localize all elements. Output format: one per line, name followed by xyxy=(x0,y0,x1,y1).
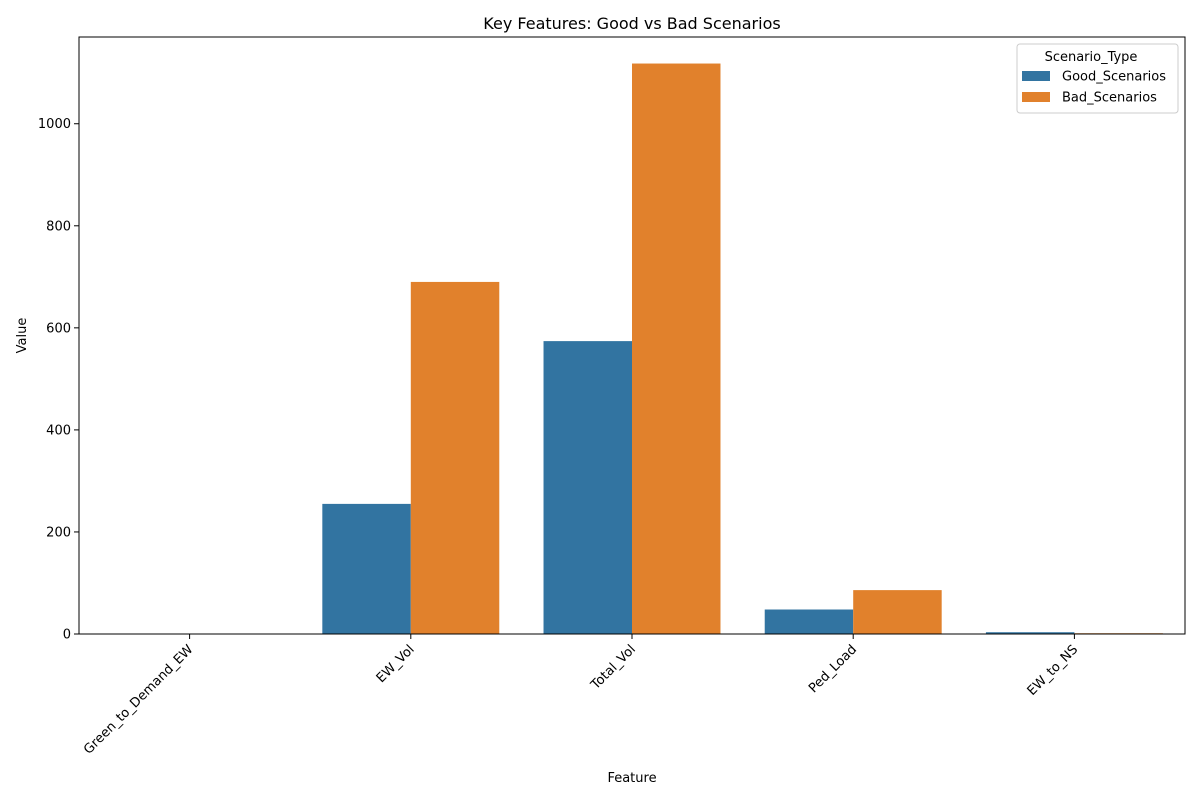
bar-bad-scenarios-ew-vol xyxy=(410,281,500,634)
bar-good-scenarios-ew-vol xyxy=(322,503,411,634)
bar-good-scenarios-total-vol xyxy=(543,341,632,634)
bar-good-scenarios-ew-to-ns xyxy=(985,632,1075,634)
chart-title: Key Features: Good vs Bad Scenarios xyxy=(483,14,780,33)
x-tick-label: Ped_Load xyxy=(806,642,860,696)
legend-label: Good_Scenarios xyxy=(1062,70,1166,85)
y-axis-label: Value xyxy=(15,318,30,354)
x-axis: Green_to_Demand_EW EW_Vol Total_Vol Ped_Loa… xyxy=(81,634,1081,758)
bar-good-scenarios-ped-load xyxy=(764,609,854,634)
x-tick-label: EW_Vol xyxy=(374,642,418,686)
bar-bad-scenarios-total-vol xyxy=(632,63,721,635)
legend-label: Bad_Scenarios xyxy=(1062,91,1157,106)
x-axis-label: Feature xyxy=(607,771,656,786)
legend-swatch xyxy=(1022,71,1050,81)
x-tick-label: Green_to_Demand_EW xyxy=(81,642,196,757)
y-tick-label: 400 xyxy=(46,423,71,438)
legend: Scenario_Type Good_Scenarios Bad_Scenario… xyxy=(1016,43,1179,114)
bar-bad-scenarios-ped-load xyxy=(853,590,942,634)
y-tick-label: 800 xyxy=(46,219,71,234)
bars-layer xyxy=(101,63,1163,635)
x-tick-label: Total_Vol xyxy=(588,642,639,693)
y-tick-label: 200 xyxy=(46,525,71,540)
legend-box xyxy=(1016,43,1179,114)
y-tick-label: 600 xyxy=(46,321,71,336)
y-tick-label: 0 xyxy=(63,628,71,643)
x-tick-label: EW_to_NS xyxy=(1025,642,1082,699)
legend-swatch xyxy=(1022,92,1050,102)
legend-title: Scenario_Type xyxy=(1045,50,1138,65)
legend-items: Good_Scenarios Bad_Scenarios xyxy=(1022,70,1166,106)
y-axis: 0 200 400 600 800 1000 xyxy=(38,117,79,643)
y-tick-label: 1000 xyxy=(38,117,71,132)
